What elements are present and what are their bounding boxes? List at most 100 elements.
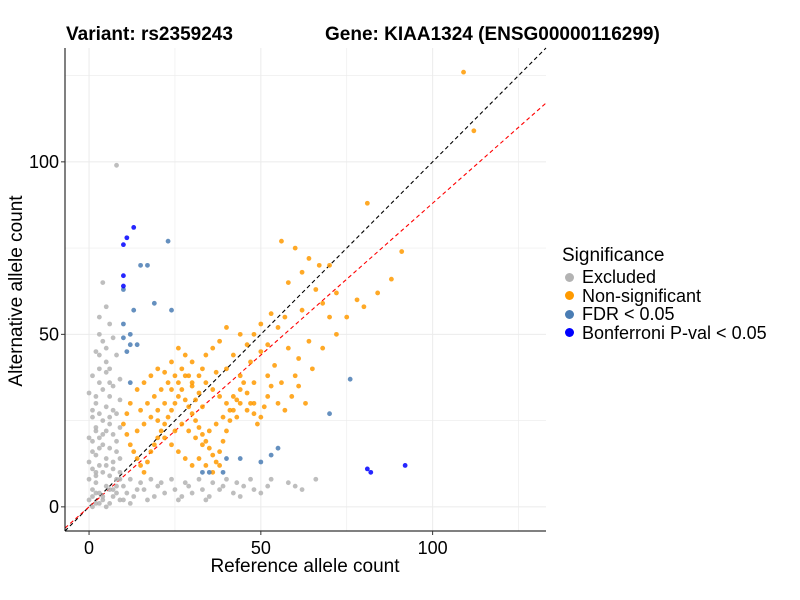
tick-labels: 0 50 100 0 50 100 xyxy=(29,152,448,558)
point-excluded xyxy=(258,490,264,496)
point-non-significant xyxy=(186,428,192,434)
point-fdr-0-05 xyxy=(121,321,126,327)
point-bonferroni-p-val-0-05 xyxy=(368,469,374,475)
point-non-significant xyxy=(213,369,219,375)
point-excluded xyxy=(100,280,106,285)
point-excluded xyxy=(103,456,109,461)
point-excluded xyxy=(241,483,247,489)
point-excluded xyxy=(138,480,143,486)
point-non-significant xyxy=(155,435,161,441)
point-excluded xyxy=(93,469,99,475)
point-excluded xyxy=(93,490,99,496)
point-non-significant xyxy=(162,421,168,427)
point-non-significant xyxy=(138,407,143,413)
point-excluded xyxy=(169,476,174,482)
point-non-significant xyxy=(196,425,202,430)
point-non-significant xyxy=(169,407,174,413)
point-non-significant xyxy=(303,400,308,406)
point-non-significant xyxy=(320,300,326,306)
point-non-significant xyxy=(258,321,264,327)
point-non-significant xyxy=(230,394,236,399)
point-non-significant xyxy=(127,442,133,448)
point-non-significant xyxy=(227,407,233,413)
point-non-significant xyxy=(296,356,302,361)
point-bonferroni-p-val-0-05 xyxy=(364,466,370,472)
point-non-significant xyxy=(151,442,157,448)
legend-title: Significance xyxy=(562,245,665,266)
point-non-significant xyxy=(175,380,181,386)
legend-item-fdr: FDR < 0.05 xyxy=(562,305,767,324)
point-non-significant xyxy=(200,404,205,410)
point-excluded xyxy=(265,483,271,489)
point-excluded xyxy=(107,421,113,427)
point-excluded xyxy=(110,335,116,341)
point-excluded xyxy=(96,501,102,506)
point-excluded xyxy=(172,487,178,492)
point-excluded xyxy=(141,487,147,492)
point-excluded xyxy=(90,438,95,444)
point-non-significant xyxy=(230,352,236,358)
point-non-significant xyxy=(189,411,195,417)
point-excluded xyxy=(96,314,102,320)
point-non-significant xyxy=(237,373,243,379)
point-non-significant xyxy=(148,449,154,455)
point-excluded xyxy=(93,428,99,434)
point-non-significant xyxy=(189,383,195,389)
point-excluded xyxy=(103,504,109,510)
point-excluded xyxy=(100,418,106,423)
point-excluded xyxy=(107,321,113,327)
point-excluded xyxy=(121,497,126,503)
point-non-significant xyxy=(200,366,205,372)
point-excluded xyxy=(93,452,99,458)
point-non-significant xyxy=(193,397,198,403)
point-non-significant xyxy=(344,314,350,320)
x-axis-label: Reference allele count xyxy=(210,556,400,577)
point-non-significant xyxy=(210,452,216,458)
point-non-significant xyxy=(285,345,291,351)
point-excluded xyxy=(134,487,140,492)
point-non-significant xyxy=(196,390,202,396)
point-non-significant xyxy=(261,404,267,410)
point-non-significant xyxy=(158,387,164,392)
point-excluded xyxy=(145,497,150,503)
point-fdr-0-05 xyxy=(134,342,140,348)
point-non-significant xyxy=(282,407,288,413)
point-bonferroni-p-val-0-05 xyxy=(121,273,126,279)
point-excluded xyxy=(103,359,109,365)
point-fdr-0-05 xyxy=(138,262,143,268)
point-excluded xyxy=(96,380,102,386)
point-non-significant xyxy=(213,421,219,427)
point-excluded xyxy=(90,487,95,492)
point-excluded xyxy=(110,494,116,499)
point-non-significant xyxy=(203,380,209,386)
point-excluded xyxy=(206,494,212,499)
point-non-significant xyxy=(361,304,367,310)
point-excluded xyxy=(93,473,99,479)
legend-item-excluded: Excluded xyxy=(562,268,767,287)
point-excluded xyxy=(114,411,119,417)
variant-title: Variant: rs2359243 xyxy=(66,24,233,45)
point-non-significant xyxy=(388,276,394,282)
point-non-significant xyxy=(248,400,253,406)
point-excluded xyxy=(110,487,116,492)
x-tick-label: 0 xyxy=(84,538,94,558)
point-non-significant xyxy=(155,366,161,372)
point-excluded xyxy=(151,494,157,499)
point-excluded xyxy=(313,476,319,482)
point-non-significant xyxy=(165,414,171,420)
point-excluded xyxy=(114,352,119,358)
point-non-significant xyxy=(237,331,243,337)
point-non-significant xyxy=(172,373,178,379)
point-excluded xyxy=(148,476,154,482)
point-non-significant xyxy=(203,352,209,358)
point-non-significant xyxy=(313,287,319,292)
point-non-significant xyxy=(127,400,133,406)
point-excluded xyxy=(96,331,102,337)
point-non-significant xyxy=(265,373,271,379)
point-non-significant xyxy=(169,387,174,392)
point-excluded xyxy=(121,483,126,489)
point-excluded xyxy=(100,469,106,475)
point-non-significant xyxy=(217,338,223,344)
point-non-significant xyxy=(189,380,195,386)
x-tick-label: 50 xyxy=(251,538,271,558)
